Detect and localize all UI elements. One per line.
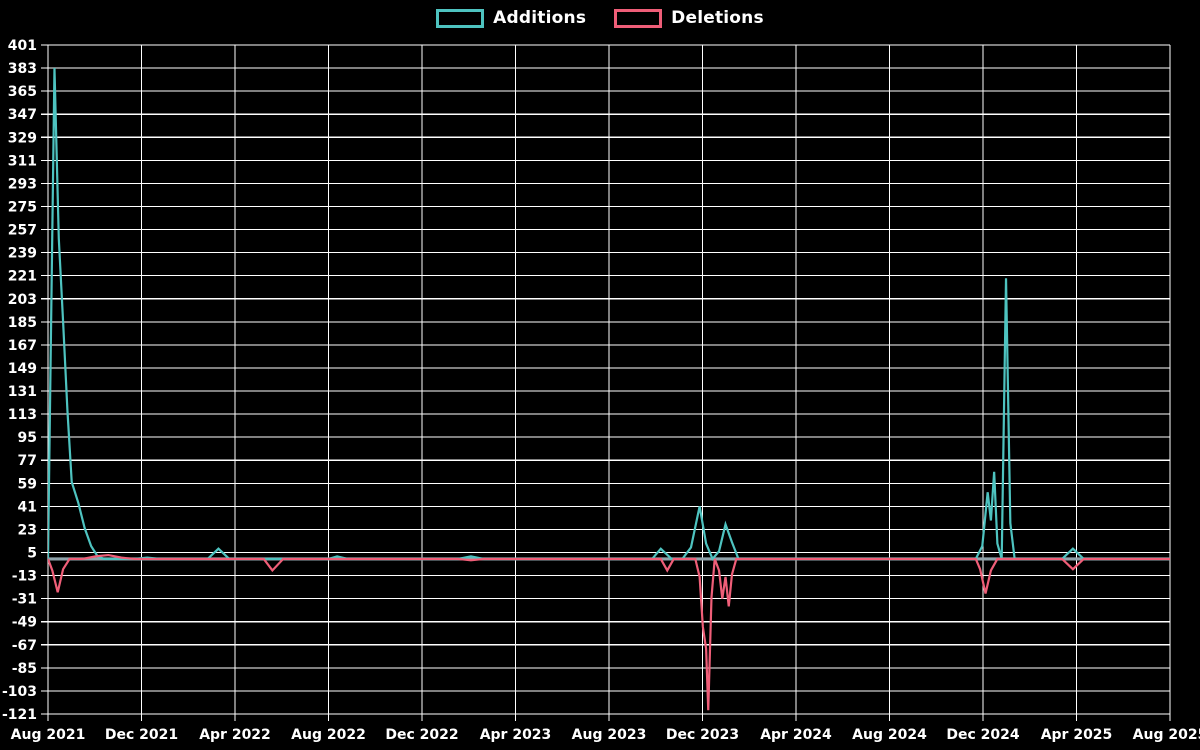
legend-swatch-deletions-icon — [614, 8, 663, 28]
y-axis-tick-label: 221 — [8, 269, 37, 285]
x-axis-tick-label: Aug 2023 — [572, 727, 647, 743]
y-axis-tick-label: 311 — [8, 153, 37, 169]
x-axis-tick-label: Dec 2022 — [385, 727, 458, 743]
y-axis-tick-label: 41 — [18, 499, 37, 515]
data-series-group — [48, 68, 1170, 711]
y-axis-tick-label: 239 — [8, 246, 37, 262]
y-axis-tick-label: 203 — [8, 292, 37, 308]
y-axis-tick-label: 365 — [8, 84, 37, 100]
y-axis-tick-label: 59 — [18, 476, 37, 492]
x-axis-tick-label: Apr 2024 — [760, 727, 832, 743]
series-line-additions — [48, 68, 1170, 562]
series-line-deletions — [48, 553, 1170, 711]
y-axis-tick-labels: 401 383 365 347 329 311 293 275 257 239 221 203 185 1… — [2, 38, 37, 723]
legend-swatch-additions-icon — [436, 8, 485, 28]
y-axis-tick-label: 329 — [8, 130, 37, 146]
y-axis-tick-label: 167 — [8, 338, 37, 354]
y-axis-tick-label: 23 — [18, 522, 37, 538]
x-axis-tick-label: Aug 2025 — [1133, 727, 1200, 743]
y-axis-tick-label: 275 — [8, 199, 37, 215]
y-axis-tick-label: 95 — [18, 430, 37, 446]
x-axis-tick-label: Aug 2024 — [852, 727, 927, 743]
y-axis-tick-label: 401 — [8, 38, 37, 54]
x-axis-tick-label: Apr 2022 — [199, 727, 271, 743]
y-axis-tick-label: 149 — [8, 361, 37, 377]
legend-label-additions: Additions — [493, 7, 587, 28]
legend-item-deletions[interactable]: Deletions — [614, 7, 764, 28]
y-axis-tick-label: 131 — [8, 384, 37, 400]
x-axis-tick-labels: Aug 2021 Dec 2021 Apr 2022 Aug 2022 Dec 2022… — [11, 727, 1200, 743]
gridlines-group — [41, 44, 1171, 721]
y-axis-tick-label: 113 — [8, 407, 37, 423]
x-axis-tick-label: Aug 2021 — [11, 727, 86, 743]
y-axis-tick-label: -103 — [2, 684, 37, 700]
x-axis-tick-label: Apr 2023 — [480, 727, 552, 743]
y-axis-tick-label: -49 — [12, 615, 37, 631]
y-axis-tick-label: -121 — [2, 707, 37, 723]
y-axis-tick-label: 293 — [8, 176, 37, 192]
y-axis-tick-label: 257 — [8, 223, 37, 239]
x-axis-tick-label: Dec 2021 — [105, 727, 178, 743]
y-axis-tick-label: 5 — [27, 546, 37, 562]
x-axis-tick-label: Dec 2024 — [946, 727, 1020, 743]
x-axis-tick-label: Aug 2022 — [291, 727, 366, 743]
y-axis-tick-label: 185 — [8, 315, 37, 331]
x-axis-tick-label: Dec 2023 — [666, 727, 739, 743]
y-axis-tick-label: -85 — [12, 661, 37, 677]
y-axis-tick-label: 77 — [18, 453, 37, 469]
legend-label-deletions: Deletions — [671, 7, 764, 28]
y-axis-tick-label: -13 — [12, 569, 37, 585]
y-axis-tick-label: 347 — [8, 107, 37, 123]
x-axis-tick-label: Apr 2025 — [1041, 727, 1113, 743]
y-axis-tick-label: 383 — [8, 61, 37, 77]
chart-legend: Additions Deletions — [0, 0, 1200, 36]
legend-item-additions[interactable]: Additions — [436, 7, 587, 28]
y-axis-tick-label: -67 — [12, 638, 37, 654]
y-axis-tick-label: -31 — [12, 592, 37, 608]
